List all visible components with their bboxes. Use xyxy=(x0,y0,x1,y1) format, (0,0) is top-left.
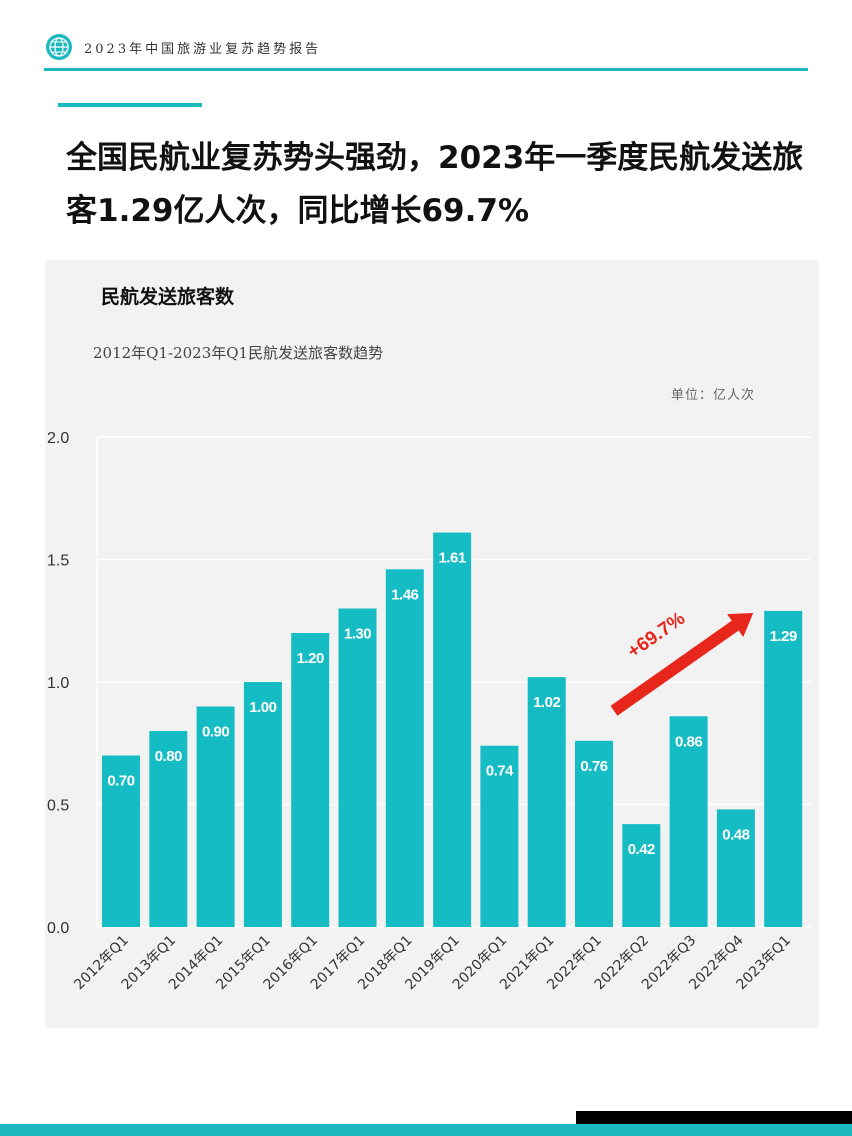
y-tick-label: 0.5 xyxy=(47,798,69,815)
bar-value-label: 1.20 xyxy=(297,650,324,667)
bar xyxy=(716,809,755,927)
growth-arrow-head xyxy=(727,612,754,638)
y-tick-label: 2.0 xyxy=(47,430,69,447)
bar-value-label: 0.70 xyxy=(107,773,134,790)
y-tick-label: 1.0 xyxy=(47,675,69,692)
y-tick-label: 0.0 xyxy=(47,920,69,937)
bar xyxy=(433,532,472,927)
headline-accent xyxy=(58,103,202,107)
bar xyxy=(102,755,140,927)
bar xyxy=(575,740,613,927)
bar-chart: 0.00.51.01.52.00.702012年Q10.802013年Q10.9… xyxy=(47,430,811,993)
bar xyxy=(149,731,188,927)
chart-subtitle: 2012年Q1-2023年Q1民航发送旅客数趋势 xyxy=(93,344,384,362)
bar-value-label: 0.48 xyxy=(722,826,749,843)
growth-annotation-label: +69.7% xyxy=(624,608,689,663)
report-title: 2023年中国旅游业复苏趋势报告 xyxy=(84,42,322,57)
bar xyxy=(338,608,377,927)
header-divider xyxy=(44,68,808,71)
bar xyxy=(196,706,235,927)
bar xyxy=(669,716,708,927)
bar-value-label: 1.30 xyxy=(344,626,371,643)
footer-bar-dark xyxy=(576,1111,852,1124)
bar-value-label: 1.29 xyxy=(770,628,797,645)
bar-value-label: 1.02 xyxy=(533,694,560,711)
bar xyxy=(764,610,803,927)
bar-value-label: 0.76 xyxy=(580,758,607,775)
bar-value-label: 0.80 xyxy=(155,748,182,765)
bar-value-label: 0.42 xyxy=(628,841,655,858)
chart-unit: 单位：亿人次 xyxy=(671,388,756,403)
chart-card: 民航发送旅客数 2012年Q1-2023年Q1民航发送旅客数趋势 单位：亿人次 … xyxy=(45,260,819,1028)
bar xyxy=(622,824,661,927)
y-tick-label: 1.5 xyxy=(47,553,69,570)
bar-value-label: 0.86 xyxy=(675,733,702,750)
bar xyxy=(243,682,282,927)
bar xyxy=(527,677,566,927)
bar-value-label: 0.74 xyxy=(486,763,514,780)
bar xyxy=(480,745,519,927)
bar xyxy=(291,633,330,927)
globe-icon xyxy=(46,34,72,60)
chart-title: 民航发送旅客数 xyxy=(101,286,235,308)
bar-value-label: 1.00 xyxy=(249,699,276,716)
bar-value-label: 1.46 xyxy=(391,586,418,603)
bar-value-label: 0.90 xyxy=(202,724,229,741)
growth-arrow xyxy=(610,618,743,716)
page-headline: 全国民航业复苏势头强劲，2023年一季度民航发送旅客1.29亿人次，同比增长69… xyxy=(66,140,804,229)
report-header: 2023年中国旅游业复苏趋势报告 xyxy=(44,30,808,70)
footer-bar-teal xyxy=(0,1124,852,1136)
bar-value-label: 1.61 xyxy=(438,550,465,567)
bar xyxy=(385,569,424,927)
